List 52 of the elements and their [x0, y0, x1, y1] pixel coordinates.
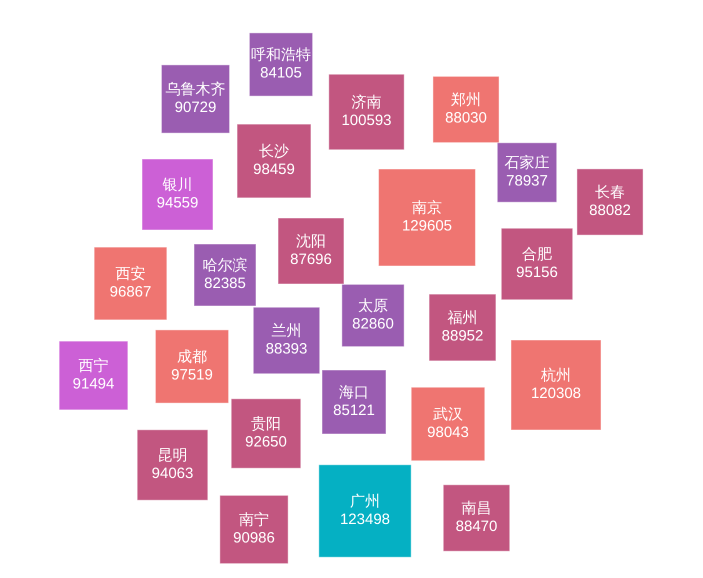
data-label: 88082	[589, 202, 631, 220]
category-label: 西安	[116, 266, 146, 283]
data-label: 91494	[72, 376, 114, 393]
data-label: 92650	[245, 434, 287, 451]
category-label: 西宁	[78, 358, 108, 375]
data-label: 88470	[456, 518, 498, 536]
category-label: 合肥	[522, 246, 552, 264]
data-label: 87696	[290, 251, 332, 268]
category-label: 福州	[448, 310, 478, 327]
category-label: 杭州	[540, 367, 571, 384]
data-label: 85121	[333, 402, 375, 420]
data-label: 100593	[341, 112, 392, 130]
category-label: 兰州	[272, 322, 302, 340]
category-label: 郑州	[451, 92, 481, 109]
category-label: 广州	[350, 493, 380, 510]
data-label: 98459	[253, 161, 295, 178]
category-label: 南昌	[462, 500, 492, 518]
category-label: 太原	[358, 298, 388, 315]
category-label: 海口	[339, 384, 369, 402]
data-label: 84105	[260, 64, 302, 82]
category-label: 长春	[595, 184, 625, 202]
category-label: 昆明	[158, 447, 188, 464]
category-label: 石家庄	[504, 154, 550, 172]
data-label: 88030	[445, 110, 487, 127]
data-label: 88393	[266, 340, 308, 358]
category-label: 乌鲁木齐	[166, 81, 226, 98]
category-label: 沈阳	[296, 233, 326, 250]
data-label: 129605	[402, 218, 452, 235]
data-label: 90986	[233, 530, 275, 547]
data-label: 82385	[204, 275, 246, 292]
data-label: 82860	[352, 316, 394, 333]
data-label: 98043	[427, 424, 469, 442]
data-label: 95156	[516, 264, 558, 282]
data-label: 90729	[174, 99, 216, 116]
category-label: 呼和浩特	[251, 46, 311, 64]
category-label: 武汉	[433, 406, 463, 424]
category-label: 哈尔滨	[202, 257, 248, 274]
data-label: 94559	[156, 194, 198, 212]
category-label: 长沙	[259, 143, 289, 160]
data-label: 94063	[152, 465, 194, 482]
category-label: 南宁	[239, 512, 269, 529]
data-label: 88952	[442, 328, 484, 345]
category-label: 成都	[177, 348, 207, 366]
data-label: 123498	[340, 511, 390, 528]
data-label: 120308	[530, 385, 582, 402]
category-label: 济南	[352, 94, 382, 112]
category-label: 贵阳	[251, 416, 281, 433]
data-label: 78937	[506, 172, 548, 190]
category-label: 南京	[412, 200, 442, 217]
category-label: 银川	[162, 176, 192, 194]
data-label: 96867	[110, 284, 152, 301]
data-label: 97519	[171, 366, 213, 384]
